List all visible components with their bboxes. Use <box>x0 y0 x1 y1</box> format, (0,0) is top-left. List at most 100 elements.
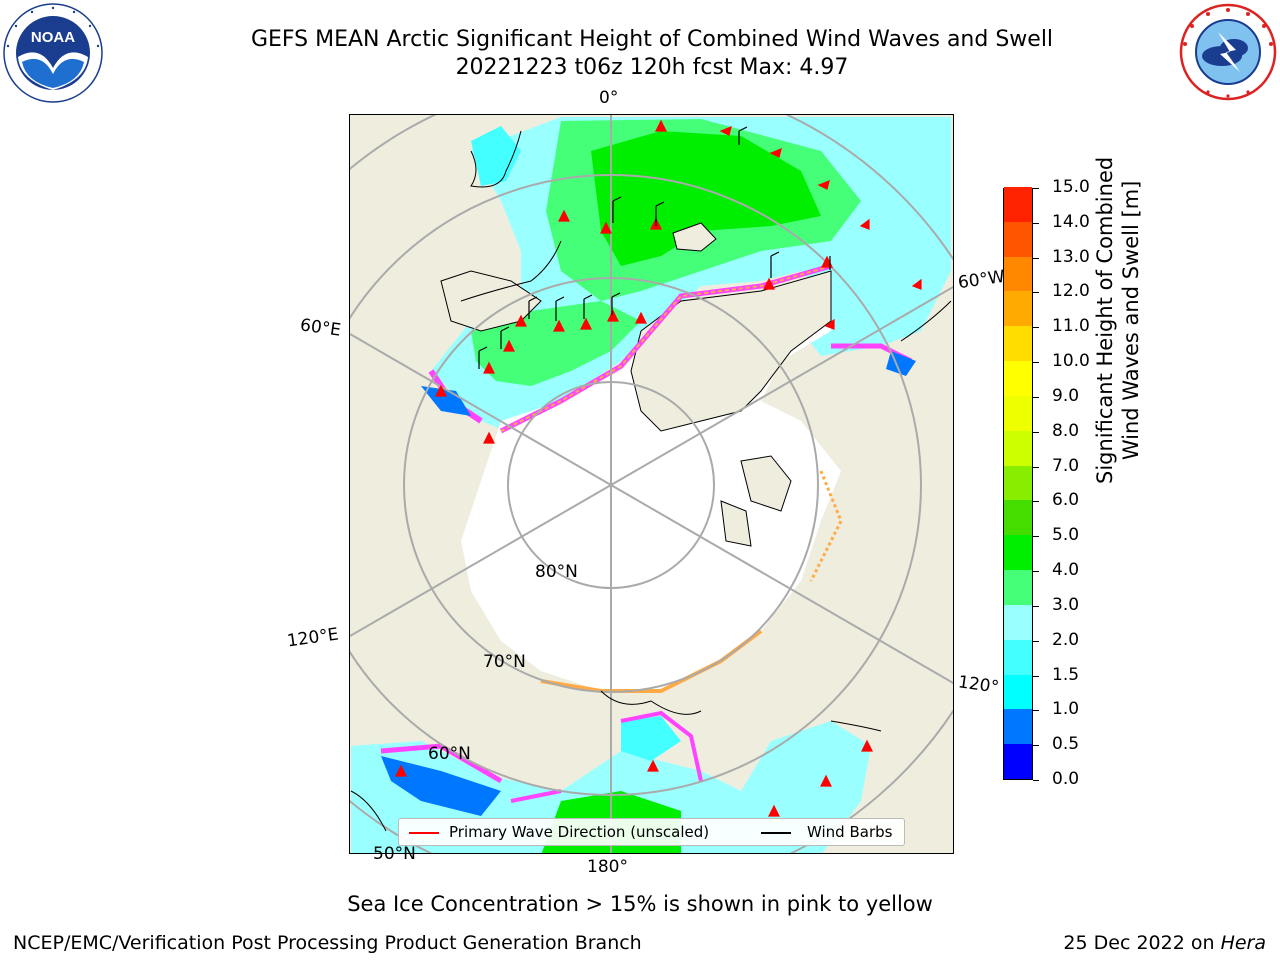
colorbar-tick-label: 1.0 <box>1052 699 1080 720</box>
colorbar-segment <box>1004 499 1032 536</box>
colorbar-tick-label: 4.0 <box>1052 560 1080 581</box>
wave-arrow <box>817 180 830 190</box>
noaa-logo-icon: NOAA <box>3 3 103 103</box>
colorbar-tick-label: 7.0 <box>1052 455 1080 476</box>
wave-arrow <box>483 361 495 374</box>
colorbar-tick-label: 13.0 <box>1052 246 1090 267</box>
colorbar-tick-label: 3.0 <box>1052 594 1080 615</box>
wind-barb <box>612 196 622 223</box>
wave-arrow <box>607 309 619 322</box>
noaa-logo: NOAA <box>2 2 104 104</box>
wave-arrow <box>861 739 873 752</box>
colorbar-tick-mark <box>1033 396 1039 398</box>
wind-barbs-legend-label: Wind Barbs <box>807 823 893 841</box>
colorbar-tick-mark <box>1033 536 1039 538</box>
colorbar-tick-mark <box>1033 292 1039 294</box>
wave-direction-legend-label: Primary Wave Direction (unscaled) <box>449 823 710 841</box>
wave-arrow <box>911 278 922 290</box>
wind-barb <box>528 296 538 319</box>
wind-barb <box>738 126 748 145</box>
colorbar-tick-mark <box>1033 466 1039 468</box>
machine-name: Hera <box>1220 932 1266 954</box>
coastline <box>470 130 522 188</box>
colorbar-label: Significant Height of Combined Wind Wave… <box>1092 157 1144 484</box>
colorbar-tick-label: 6.0 <box>1052 490 1080 511</box>
lat-label-50n: 50°N <box>373 844 416 864</box>
colorbar-segment <box>1004 708 1032 745</box>
chart-title: GEFS MEAN Arctic Significant Height of C… <box>250 27 1054 52</box>
wave-arrow <box>769 148 782 158</box>
wave-arrow <box>824 318 835 330</box>
meridian-60e <box>350 333 612 486</box>
baltic-sea <box>471 126 521 186</box>
wind-barb <box>770 251 780 278</box>
map-canvas <box>350 115 953 853</box>
colorbar-segment <box>1004 256 1032 292</box>
lon-label-120w: 120° <box>956 672 1001 698</box>
meridian-120e <box>350 484 612 637</box>
ice-edge-orange <box>500 265 832 432</box>
wave-arrow <box>820 774 832 787</box>
wave-arrow <box>483 431 495 444</box>
lon-label-0: 0° <box>599 88 619 108</box>
wave-arrow <box>859 218 870 230</box>
wave-arrow <box>600 221 612 234</box>
wave-arrow <box>503 339 515 352</box>
colorbar-tick-mark <box>1033 257 1039 259</box>
wave-arrow <box>580 317 592 330</box>
map-legend: Primary Wave Direction (unscaled) Wind B… <box>398 818 905 846</box>
wind-barbs-legend-line <box>761 832 791 834</box>
nws-logo <box>1178 2 1278 102</box>
colorbar-tick-label: 15.0 <box>1052 177 1090 197</box>
colorbar <box>1003 186 1033 780</box>
wave-direction-legend-line <box>409 832 439 834</box>
wave-arrow <box>655 119 667 132</box>
wave-arrow <box>395 764 407 777</box>
ice-edge-pink-okhotsk <box>380 743 503 784</box>
colorbar-segment <box>1004 325 1032 362</box>
graticule <box>350 115 953 853</box>
colorbar-tick-mark <box>1033 327 1039 329</box>
lat-label-70n: 70°N <box>483 652 526 672</box>
okhotsk-low-wave <box>381 756 501 816</box>
ice-note: Sea Ice Concentration > 15% is shown in … <box>347 892 933 916</box>
high-wave-zone <box>591 131 821 266</box>
colorbar-tick-mark <box>1033 605 1039 607</box>
ice-edge-pink-bering <box>620 710 703 782</box>
lat-label-80n: 80°N <box>535 562 578 582</box>
colorbar-tick-mark <box>1033 710 1039 712</box>
colorbar-tick-label: 12.0 <box>1052 281 1090 302</box>
colorbar-tick-label: 10.0 <box>1052 351 1090 372</box>
colorbar-segment <box>1004 534 1032 571</box>
wave-arrow <box>553 319 565 332</box>
colorbar-tick-mark <box>1033 501 1039 503</box>
colorbar-segment <box>1004 604 1032 640</box>
scandinavia <box>440 270 542 332</box>
colorbar-tick-mark <box>1033 431 1039 433</box>
iceland <box>672 222 717 252</box>
generated-date-text: 25 Dec 2022 on <box>1063 932 1215 954</box>
wind-barb <box>611 292 621 315</box>
coastline <box>350 790 387 832</box>
colorbar-segment <box>1004 430 1032 466</box>
canadian-archipelago-island <box>720 500 752 547</box>
coastline <box>600 690 702 715</box>
colorbar-tick-mark <box>1033 745 1039 747</box>
white-sea-low-wave <box>421 386 471 416</box>
colorbar-segment <box>1004 290 1032 327</box>
lat-label-60n: 60°N <box>428 744 471 764</box>
colorbar-tick-mark <box>1033 675 1039 677</box>
colorbar-tick-mark <box>1033 571 1039 573</box>
colorbar-segment <box>1004 186 1032 222</box>
generated-date: 25 Dec 2022 on Hera <box>1063 932 1266 954</box>
colorbar-segment <box>1004 674 1032 710</box>
wind-barb <box>478 346 488 369</box>
wave-arrow <box>763 277 775 290</box>
wind-barbs <box>478 126 831 369</box>
colorbar-tick-label: 2.0 <box>1052 629 1080 650</box>
meridian-60w <box>610 286 953 486</box>
wave-arrow <box>558 209 570 222</box>
wind-barb <box>555 296 565 321</box>
noaa-logo-text: NOAA <box>31 29 75 46</box>
coastlines <box>350 130 952 832</box>
